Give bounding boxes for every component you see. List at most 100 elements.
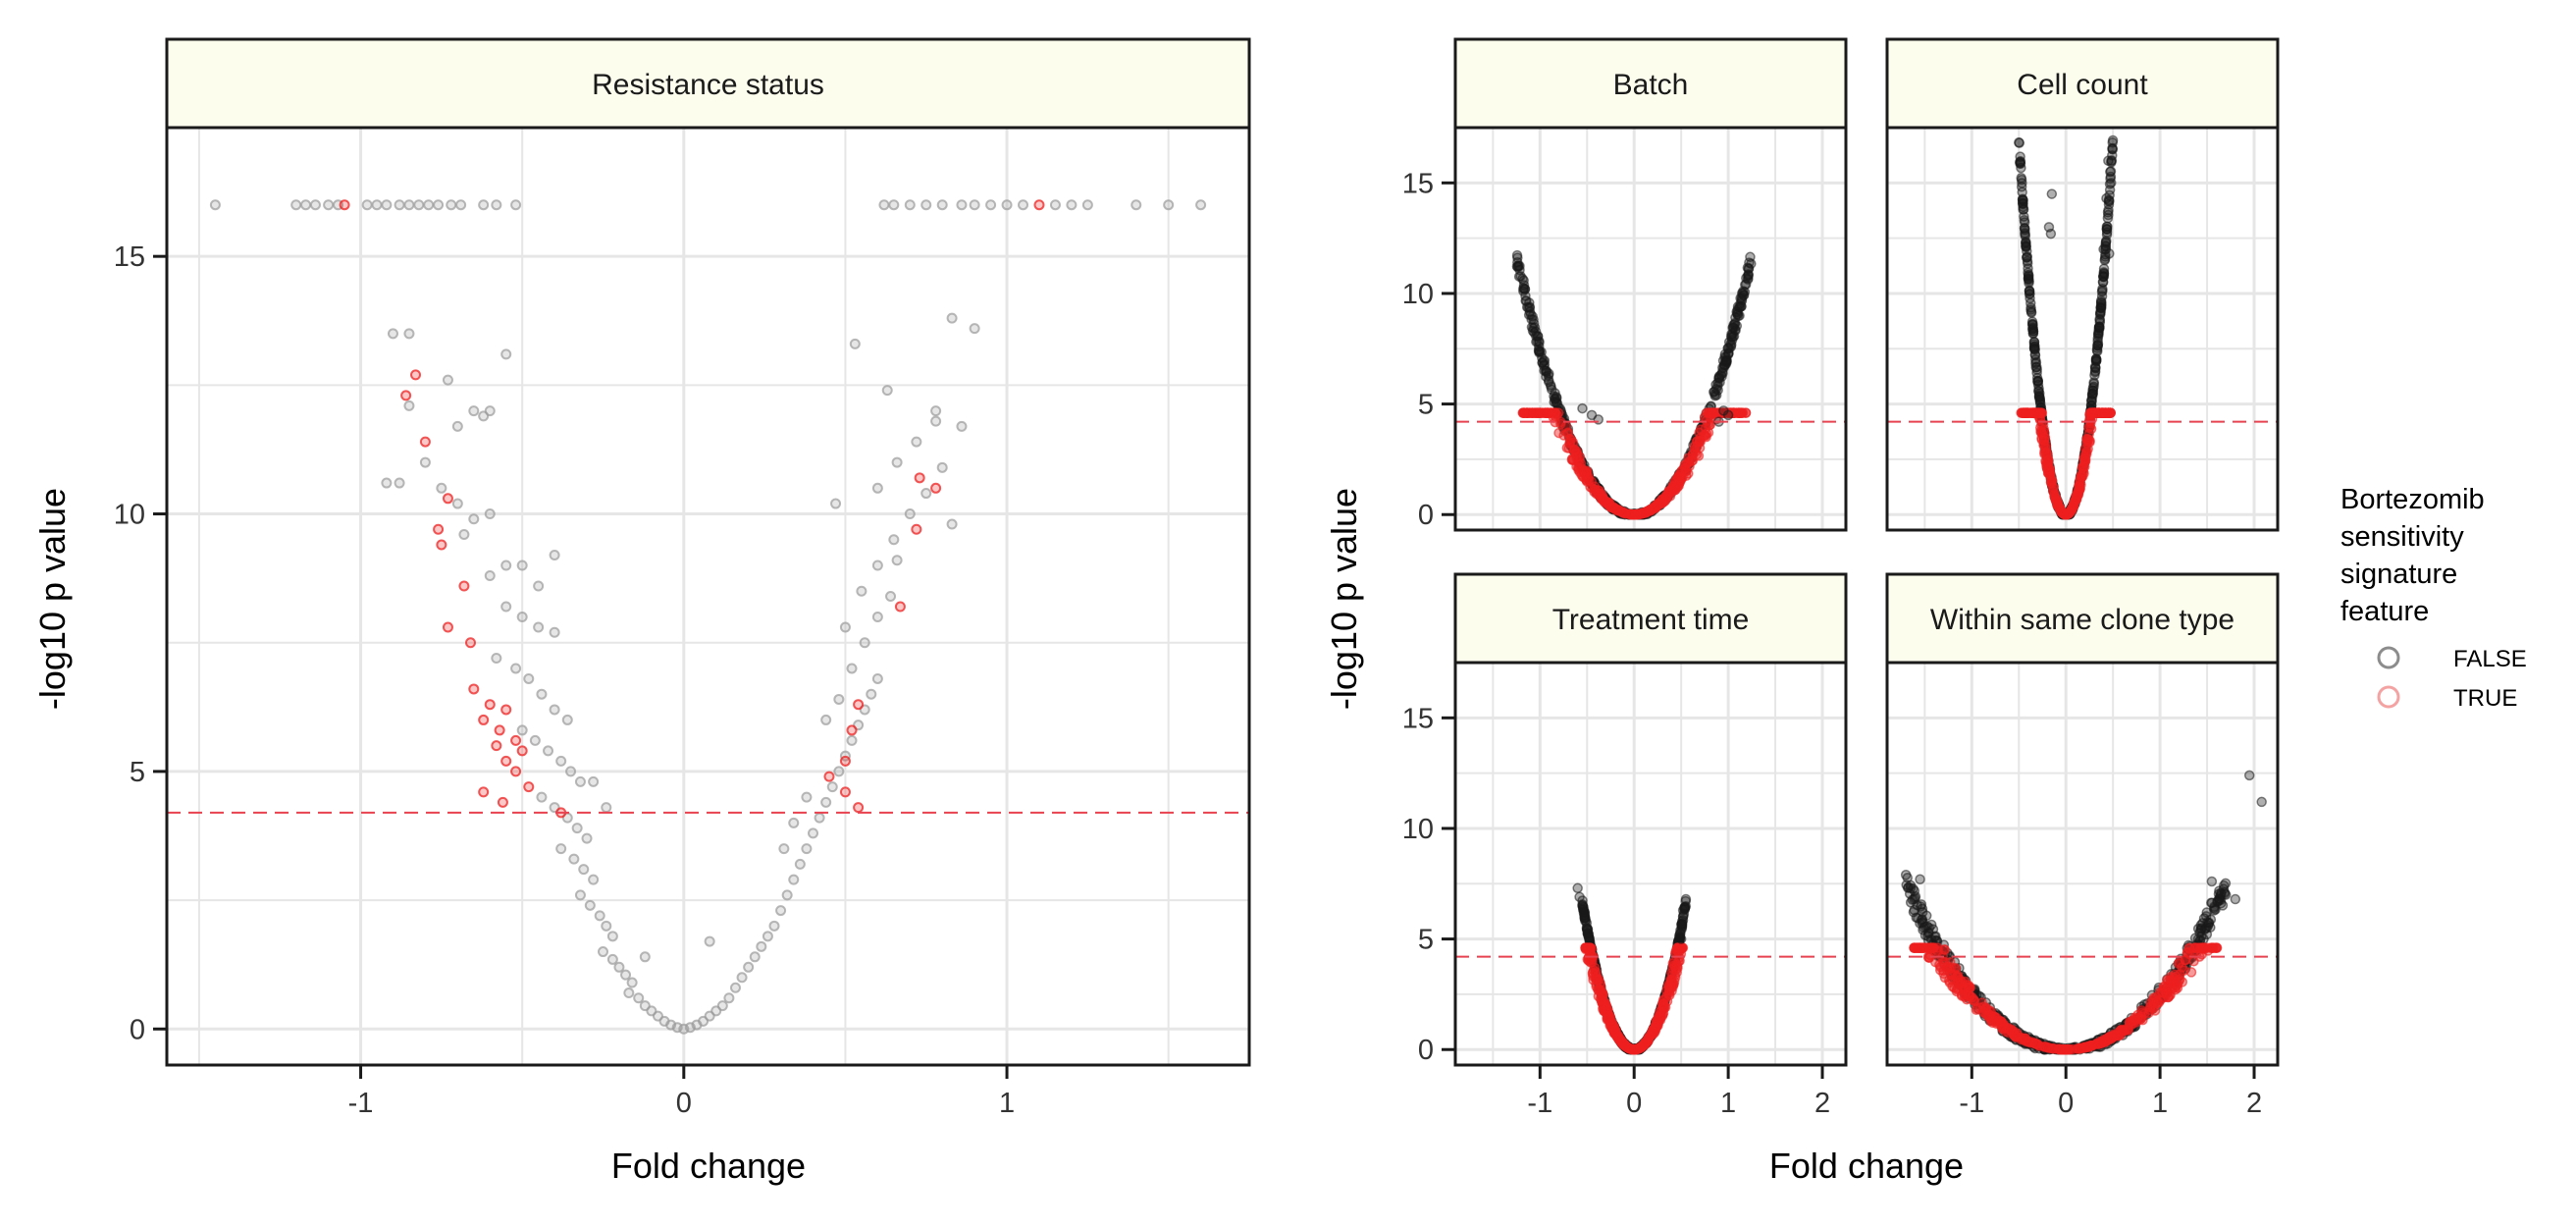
- point-false: [1905, 882, 1917, 894]
- y-axis-title-right: -log10 p value: [1324, 488, 1364, 710]
- point-false: [775, 905, 787, 917]
- point-true: [2078, 453, 2090, 464]
- legend-key-true: [2377, 685, 2400, 709]
- point-false: [2218, 880, 2230, 891]
- point-false: [533, 621, 545, 633]
- point-false: [601, 802, 612, 814]
- point-false: [1915, 874, 1925, 885]
- point-false: [930, 415, 942, 427]
- point-false: [613, 961, 625, 973]
- point-false: [2034, 388, 2045, 400]
- point-true: [1964, 982, 1975, 992]
- point-false: [911, 436, 922, 448]
- point-false: [484, 508, 496, 520]
- point-true: [2074, 485, 2084, 496]
- point-false: [1718, 362, 1729, 374]
- facet-panel: Cell count: [1885, 37, 2280, 532]
- point-false: [969, 199, 980, 211]
- point-false: [529, 734, 541, 746]
- point-false: [1572, 882, 1583, 894]
- point-false: [2020, 229, 2030, 240]
- x-tick-label: -1: [1959, 1088, 1984, 1119]
- point-false: [381, 199, 393, 211]
- facet-panel: Treatment time 0 5 10 15 -1 0 1 2: [1402, 572, 1848, 1119]
- point-false: [788, 817, 800, 828]
- point-false: [833, 693, 845, 705]
- point-false: [1675, 934, 1687, 944]
- point-false: [555, 755, 567, 767]
- point-false: [484, 405, 496, 417]
- point-false: [387, 328, 398, 340]
- point-true: [2182, 947, 2193, 958]
- point-true: [419, 436, 431, 448]
- point-true: [1535, 407, 1546, 418]
- point-false: [2107, 143, 2118, 155]
- point-false: [2029, 348, 2041, 360]
- point-false: [2089, 370, 2100, 381]
- panel-background: [1455, 128, 1846, 530]
- point-false: [1677, 905, 1689, 916]
- point-false: [2021, 241, 2031, 252]
- point-false: [808, 827, 819, 839]
- y-tick-label: 10: [1402, 814, 1434, 845]
- point-false: [442, 374, 453, 386]
- legend-title-line-3: signature: [2340, 559, 2457, 590]
- point-true: [1985, 1013, 1996, 1024]
- point-false: [1018, 199, 1029, 211]
- point-false: [1546, 381, 1556, 393]
- point-false: [936, 461, 948, 473]
- point-false: [1726, 331, 1737, 342]
- point-false: [446, 199, 457, 211]
- point-true: [484, 699, 496, 711]
- point-false: [920, 488, 932, 500]
- point-false: [1731, 320, 1743, 332]
- point-false: [543, 745, 554, 757]
- point-false: [736, 972, 748, 984]
- point-false: [2217, 900, 2229, 911]
- y-tick-label: 5: [1418, 925, 1434, 956]
- point-false: [846, 663, 858, 674]
- point-true: [1944, 977, 1956, 988]
- point-true: [1627, 1043, 1638, 1055]
- point-true: [1581, 465, 1593, 476]
- point-false: [2098, 271, 2109, 282]
- point-false: [403, 328, 415, 340]
- point-true: [1703, 427, 1714, 438]
- y-axis-title-left: -log10 p value: [32, 488, 73, 710]
- point-false: [451, 498, 463, 509]
- x-tick-label: 0: [2058, 1088, 2074, 1119]
- point-false: [394, 477, 405, 489]
- point-false: [491, 652, 502, 664]
- point-false: [2019, 211, 2029, 222]
- point-false: [1550, 394, 1560, 404]
- point-false: [1916, 901, 1926, 912]
- point-true: [1671, 944, 1682, 956]
- point-false: [436, 482, 447, 494]
- legend: Bortezomib sensitivity signature feature…: [2340, 484, 2527, 712]
- points: [1511, 249, 1757, 520]
- point-false: [936, 199, 948, 211]
- point-false: [1532, 331, 1544, 342]
- point-false: [588, 874, 600, 885]
- point-false: [523, 672, 535, 684]
- point-true: [2076, 469, 2087, 480]
- point-false: [2032, 375, 2044, 387]
- point-false: [516, 724, 528, 736]
- point-false: [946, 518, 958, 530]
- point-false: [2024, 285, 2035, 296]
- facet-strip: [165, 37, 1251, 130]
- point-true: [1613, 1033, 1624, 1043]
- point-false: [2045, 228, 2057, 240]
- point-true: [1595, 993, 1606, 1004]
- point-false: [930, 405, 942, 417]
- point-false: [1719, 351, 1730, 362]
- point-true: [497, 796, 508, 808]
- point-false: [468, 405, 480, 417]
- point-false: [2023, 270, 2034, 282]
- point-false: [394, 199, 405, 211]
- point-false: [1536, 347, 1548, 357]
- point-true: [2027, 407, 2038, 418]
- point-true: [1929, 956, 1941, 968]
- point-true: [494, 724, 505, 736]
- point-false: [578, 864, 590, 876]
